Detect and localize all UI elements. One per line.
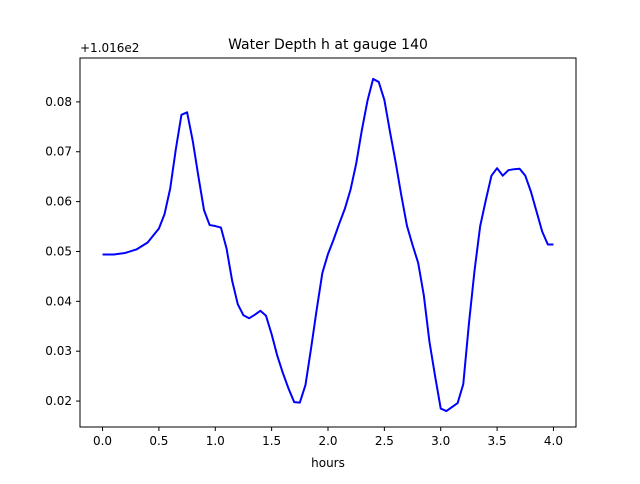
- y-tick-label: 0.04: [45, 294, 72, 308]
- x-tick-label: 2.5: [375, 434, 394, 448]
- x-tick-label: 3.0: [431, 434, 450, 448]
- x-tick-label: 0.0: [93, 434, 112, 448]
- chart-title: Water Depth h at gauge 140: [228, 37, 428, 53]
- y-tick-label: 0.06: [45, 195, 72, 209]
- y-tick-label: 0.02: [45, 394, 72, 408]
- x-tick-label: 3.5: [488, 434, 507, 448]
- plot-area: 0.0 0.5 1.0 1.5 2.0 2.5 3.0 3.5 4.0 0.02 0.03 0.04 0…: [45, 57, 577, 448]
- x-tick-label: 1.0: [206, 434, 225, 448]
- y-tick-label: 0.03: [45, 344, 72, 358]
- y-tick-label: 0.07: [45, 145, 72, 159]
- x-tick-label: 2.0: [318, 434, 337, 448]
- x-axis-label: hours: [311, 456, 345, 470]
- x-tick-label: 0.5: [149, 434, 168, 448]
- series-line-0: [102, 77, 554, 413]
- x-tick-label: 1.5: [262, 434, 281, 448]
- y-tick-label: 0.08: [45, 95, 72, 109]
- y-axis-offset-label: +1.016e2: [80, 41, 139, 55]
- x-tick-label: 4.0: [544, 434, 563, 448]
- y-tick-label: 0.05: [45, 244, 72, 258]
